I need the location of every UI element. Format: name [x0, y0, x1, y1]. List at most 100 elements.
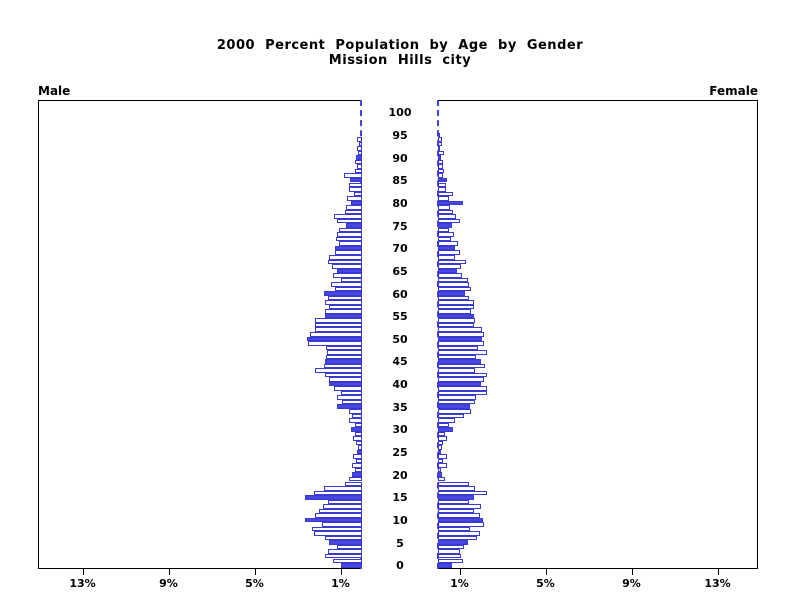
bar-female-age-41: [438, 377, 485, 382]
x-tick-female-9pct: [631, 569, 633, 575]
x-tick-male-1pct: [340, 569, 342, 575]
bar-male-age-44: [323, 363, 362, 369]
bar-female-age-26: [438, 445, 443, 450]
bar-female-age-32: [438, 418, 455, 423]
bar-male-age-27: [356, 440, 362, 446]
bar-female-age-65: [438, 268, 458, 274]
bar-female-age-36: [438, 399, 475, 405]
bar-male-age-54: [315, 318, 362, 323]
bar-female-age-28: [438, 436, 447, 441]
bar-female-age-47: [438, 350, 488, 355]
x-tick-label-female-5pct: 5%: [536, 577, 555, 590]
bar-male-age-90: [356, 155, 362, 160]
x-tick-label-female-1pct: 1%: [450, 577, 469, 590]
bar-male-age-56: [324, 309, 362, 314]
chart-title: 2000 Percent Population by Age by Gender…: [0, 38, 800, 68]
bar-male-age-67: [328, 259, 362, 265]
bar-male-age-83: [349, 187, 362, 192]
bar-female-age-45: [438, 359, 481, 364]
age-label-95: 95: [392, 128, 408, 142]
bar-male-age-85: [350, 177, 362, 183]
bar-male-age-43: [315, 368, 362, 373]
bar-female-age-15: [438, 495, 474, 500]
bar-female-age-70: [438, 245, 455, 251]
bar-male-age-58: [325, 300, 362, 305]
bar-female-age-79: [438, 205, 450, 210]
bar-female-age-52: [438, 327, 483, 332]
bar-male-age-24: [353, 454, 362, 459]
bar-male-age-15: [305, 495, 362, 500]
bar-female-age-27: [438, 440, 444, 446]
bar-female-age-58: [438, 300, 474, 305]
bar-male-age-11: [314, 513, 362, 518]
bar-male-age-40: [328, 381, 362, 387]
bar-male-age-4: [337, 544, 362, 550]
bar-male-age-3: [327, 549, 362, 554]
bar-male-age-42: [324, 372, 362, 378]
bar-male-age-74: [338, 227, 362, 233]
age-label-35: 35: [392, 400, 408, 414]
age-label-30: 30: [392, 423, 408, 437]
bar-male-age-18: [344, 481, 362, 487]
bar-female-age-4: [438, 544, 464, 550]
bar-male-age-80: [351, 200, 363, 206]
bar-female-age-9: [438, 522, 485, 527]
bar-male-age-45: [324, 359, 362, 364]
x-tick-label-female-9pct: 9%: [622, 577, 641, 590]
age-label-10: 10: [392, 514, 408, 527]
bar-female-age-18: [438, 481, 470, 487]
bar-male-age-49: [308, 341, 363, 346]
bar-male-age-39: [333, 386, 362, 391]
bar-female-age-16: [438, 490, 488, 496]
bar-male-age-84: [348, 182, 362, 188]
bar-female-age-7: [438, 531, 480, 536]
bar-male-age-6: [325, 535, 362, 541]
bar-female-age-37: [438, 395, 477, 400]
bar-female-age-89: [438, 159, 444, 165]
bar-female-age-95: [438, 132, 441, 138]
bar-male-age-38: [340, 390, 362, 396]
bar-female-age-10: [438, 517, 484, 523]
bar-male-age-46: [326, 354, 362, 360]
bar-female-age-17: [438, 486, 475, 491]
age-label-0: 0: [396, 559, 404, 573]
bar-female-age-72: [438, 236, 452, 242]
bar-female-age-2: [438, 553, 461, 559]
bar-male-age-89: [354, 159, 362, 165]
bar-female-age-46: [438, 354, 476, 360]
bar-female-age-90: [438, 155, 442, 160]
age-label-45: 45: [392, 355, 408, 369]
bar-male-age-10: [305, 517, 362, 523]
age-label-50: 50: [392, 332, 408, 346]
bar-female-age-53: [438, 322, 474, 328]
age-label-90: 90: [392, 151, 408, 165]
bar-male-age-57: [329, 304, 362, 310]
bar-male-age-16: [313, 490, 362, 496]
bar-female-age-25: [438, 449, 441, 455]
bar-male-age-22: [351, 463, 362, 468]
bar-female-age-22: [438, 463, 448, 468]
age-label-65: 65: [392, 264, 408, 278]
bar-male-age-23: [355, 458, 362, 464]
bar-female-age-49: [438, 341, 485, 346]
bar-male-age-86: [343, 173, 362, 178]
bar-male-age-94: [357, 137, 362, 142]
bar-male-age-33: [351, 413, 362, 419]
bar-male-age-29: [355, 431, 362, 437]
bar-female-age-14: [438, 499, 470, 505]
age-label-100: 100: [388, 106, 412, 120]
bar-male-age-2: [325, 553, 362, 559]
bar-female-age-24: [438, 454, 447, 459]
bar-female-age-60: [438, 291, 465, 296]
bar-male-age-7: [313, 531, 362, 536]
bar-female-age-39: [438, 386, 488, 391]
bar-female-age-57: [438, 304, 474, 310]
bar-female-age-86: [438, 173, 444, 178]
bar-male-age-87: [355, 168, 362, 174]
bar-male-age-30: [351, 427, 363, 432]
x-tick-label-male-5pct: 5%: [245, 577, 264, 590]
bar-male-age-48: [326, 345, 362, 351]
bar-female-age-20: [438, 472, 443, 477]
bar-male-age-37: [337, 395, 362, 400]
